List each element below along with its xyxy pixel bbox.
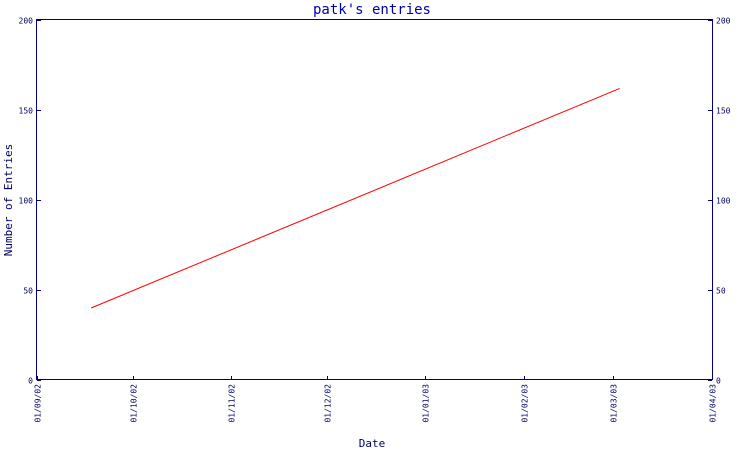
y-axis-left: 0 50 100 150 200 [19,17,41,386]
x-axis: 01/09/02 01/10/02 01/11/02 01/12/02 01/01/03… [34,376,718,423]
series-group [90,87,620,309]
x-tick-label: 01/10/02 [130,384,139,423]
y-tick-label-right: 0 [716,377,721,386]
y-tick-label-left: 0 [28,377,33,386]
x-tick-label: 01/03/03 [610,384,619,423]
y-tick-label-right: 150 [716,107,731,116]
x-tick-label: 01/11/02 [228,384,237,423]
x-tick-label: 01/01/03 [422,384,431,423]
x-axis-label: Date [359,437,386,450]
series-line [90,87,620,309]
x-tick-label: 01/12/02 [324,384,333,423]
y-axis-right: 0 50 100 150 200 [708,17,731,386]
y-tick-label-right: 200 [716,17,731,26]
x-tick-label: 01/09/02 [34,384,43,423]
x-tick-label: 01/04/03 [709,384,718,423]
plot-frame [36,19,713,380]
y-axis-label: Number of Entries [2,144,15,257]
y-tick-label-left: 100 [19,197,34,206]
y-tick-label-left: 50 [23,287,33,296]
y-tick-label-left: 200 [19,17,34,26]
y-tick-label-left: 150 [19,107,34,116]
chart-title: patk's entries [313,2,431,18]
y-tick-label-right: 50 [716,287,726,296]
y-tick-label-right: 100 [716,197,731,206]
x-tick-label: 01/02/03 [521,384,530,423]
